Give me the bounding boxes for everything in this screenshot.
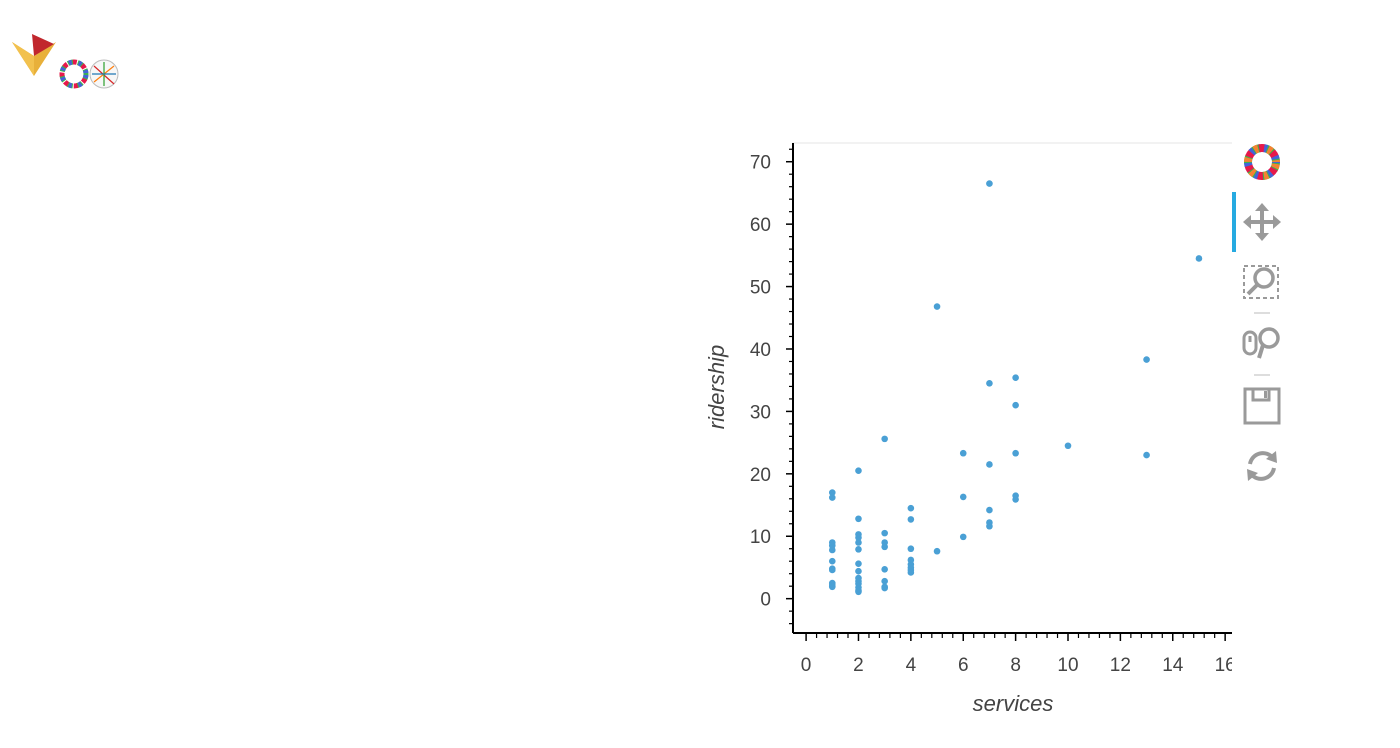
data-point — [1143, 356, 1150, 363]
wheel-zoom-tool-icon[interactable] — [1242, 324, 1282, 364]
chart-toolbar — [1232, 140, 1292, 500]
y-axis: 0 10 20 30 40 50 60 70 — [750, 143, 794, 633]
y-tick-label: 40 — [750, 340, 771, 361]
data-point — [855, 567, 862, 575]
x-tick-label: 2 — [853, 655, 864, 676]
x-axis: 0 2 4 6 8 10 12 14 16 — [793, 632, 1232, 676]
x-tick-label: 10 — [1057, 655, 1078, 676]
y-tick-label: 10 — [750, 527, 771, 548]
data-point — [855, 588, 862, 596]
data-point — [855, 546, 862, 553]
y-axis-title: ridership — [704, 345, 729, 429]
bokeh-logo-icon[interactable] — [1242, 142, 1282, 182]
x-tick-label: 8 — [1010, 655, 1021, 676]
data-point — [907, 545, 915, 553]
data-point — [855, 534, 862, 541]
x-tick-label: 12 — [1110, 655, 1131, 676]
y-tick-label: 50 — [750, 278, 771, 299]
data-point — [959, 449, 967, 457]
y-tick-label: 20 — [750, 465, 771, 486]
data-point — [907, 504, 915, 512]
data-point — [959, 493, 967, 501]
holoviz-logo-icon — [12, 34, 56, 76]
y-tick-label: 60 — [750, 215, 771, 236]
y-tick-label: 30 — [750, 402, 771, 423]
data-point — [933, 303, 941, 310]
data-point — [828, 494, 836, 501]
data-point — [1012, 496, 1019, 503]
data-point — [881, 584, 888, 592]
data-point — [881, 529, 888, 537]
bokeh-hexagon-icon — [59, 59, 89, 89]
box-zoom-tool-icon[interactable] — [1242, 262, 1282, 302]
scatter-chart: 0 10 20 30 40 50 60 70 0 2 4 6 8 10 12 14 16 services r… — [704, 142, 1232, 716]
data-point — [1012, 449, 1019, 457]
data-point — [828, 546, 836, 554]
data-point — [986, 522, 993, 530]
x-tick-label: 0 — [801, 655, 812, 676]
data-point — [986, 180, 993, 187]
data-point — [881, 543, 888, 551]
data-point — [1195, 255, 1203, 262]
data-point — [855, 560, 862, 568]
y-tick-label: 0 — [760, 590, 771, 611]
save-tool-icon[interactable] — [1242, 386, 1282, 426]
data-point — [959, 533, 967, 541]
data-point — [907, 516, 915, 523]
data-point — [986, 380, 993, 387]
x-tick-label: 6 — [958, 655, 969, 676]
data-point — [828, 583, 836, 591]
toolbar-divider — [1254, 374, 1270, 376]
logo-group — [12, 34, 119, 89]
data-point — [907, 569, 915, 576]
data-point — [881, 577, 888, 585]
data-point — [828, 566, 836, 574]
x-tick-label: 4 — [906, 655, 917, 676]
data-point — [855, 467, 862, 475]
data-point — [1012, 401, 1019, 409]
plot-frame — [792, 142, 1232, 634]
data-point — [855, 515, 862, 523]
data-point — [1143, 451, 1150, 459]
data-point — [881, 435, 888, 443]
y-tick-label: 70 — [750, 153, 771, 174]
matplotlib-icon — [89, 59, 119, 89]
pan-tool-icon[interactable] — [1242, 202, 1282, 242]
x-axis-title: services — [973, 691, 1054, 716]
data-point — [986, 461, 993, 468]
data-point — [933, 547, 941, 555]
x-tick-label: 16 — [1215, 655, 1232, 676]
data-point — [828, 489, 836, 496]
data-point — [986, 506, 993, 514]
data-point — [881, 566, 888, 573]
active-tool-indicator — [1232, 192, 1236, 252]
data-points — [828, 180, 1203, 596]
data-point — [1064, 442, 1072, 450]
toolbar-divider — [1254, 312, 1270, 314]
data-point — [855, 539, 862, 546]
x-tick-label: 14 — [1162, 655, 1184, 676]
data-point — [828, 557, 836, 565]
reset-tool-icon[interactable] — [1242, 446, 1282, 486]
data-point — [1012, 374, 1019, 382]
